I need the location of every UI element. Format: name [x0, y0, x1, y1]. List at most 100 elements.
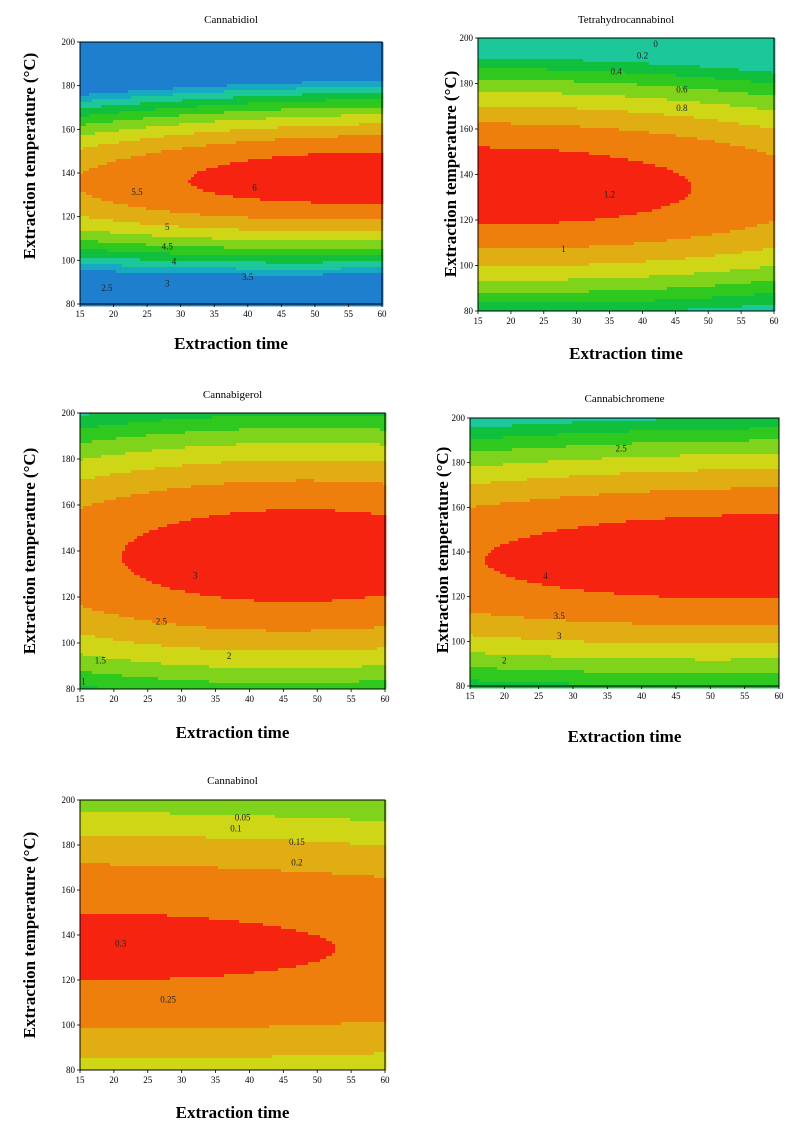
- y-tick-label: 200: [460, 33, 474, 43]
- x-tick-label: 40: [245, 694, 255, 704]
- y-tick-label: 140: [460, 170, 474, 180]
- y-tick-label: 80: [66, 1065, 76, 1075]
- contour-label: 3: [165, 279, 170, 289]
- y-tick-label: 140: [62, 546, 76, 556]
- y-tick-label: 120: [62, 975, 76, 985]
- y-tick-label: 200: [62, 795, 76, 805]
- x-tick-label: 15: [76, 309, 86, 319]
- x-axis-label: Extraction time: [470, 727, 779, 747]
- contour-label: 1: [561, 244, 566, 254]
- x-tick-label: 35: [605, 316, 615, 326]
- x-tick-label: 50: [313, 1075, 323, 1085]
- y-tick-label: 180: [62, 454, 76, 464]
- contour-label: 0.6: [676, 85, 688, 95]
- x-tick-label: 50: [704, 316, 714, 326]
- x-tick-label: 35: [210, 309, 220, 319]
- y-tick-label: 120: [62, 592, 76, 602]
- x-tick-label: 25: [534, 691, 544, 701]
- y-tick-label: 120: [62, 212, 76, 222]
- y-tick-label: 120: [460, 215, 474, 225]
- x-tick-label: 55: [737, 316, 747, 326]
- y-tick-label: 160: [460, 124, 474, 134]
- x-tick-label: 25: [539, 316, 549, 326]
- y-tick-label: 100: [62, 638, 76, 648]
- x-tick-label: 60: [378, 309, 388, 319]
- contour-label: 2: [502, 656, 507, 666]
- y-axis-label: Extraction temperature (°C): [433, 430, 453, 670]
- y-tick-label: 180: [62, 840, 76, 850]
- contour-label: 0.15: [289, 837, 305, 847]
- contour-label: 0: [653, 39, 658, 49]
- contour-label: 0.3: [115, 938, 127, 948]
- y-tick-label: 140: [62, 930, 76, 940]
- x-tick-label: 25: [143, 694, 153, 704]
- x-tick-label: 30: [569, 691, 579, 701]
- contour-label: 1.5: [95, 656, 107, 666]
- y-tick-label: 100: [62, 1020, 76, 1030]
- x-tick-label: 55: [347, 1075, 357, 1085]
- x-tick-label: 40: [243, 309, 253, 319]
- contour-label: 4.5: [162, 241, 174, 251]
- x-tick-label: 60: [775, 691, 785, 701]
- y-tick-label: 200: [452, 413, 466, 423]
- contour-label: 2.5: [156, 617, 168, 627]
- x-axis-label: Extraction time: [478, 344, 774, 364]
- y-tick-label: 140: [62, 168, 76, 178]
- chart-title: Cannabichromene: [470, 393, 779, 405]
- x-tick-label: 20: [500, 691, 510, 701]
- y-tick-label: 160: [62, 124, 76, 134]
- y-axis-label: Extraction temperature (°C): [20, 815, 40, 1055]
- contour-label: 0.4: [611, 66, 623, 76]
- y-tick-label: 100: [460, 261, 474, 271]
- x-tick-label: 40: [245, 1075, 255, 1085]
- contour-fill: [80, 800, 387, 1071]
- contour-label: 3.5: [242, 272, 254, 282]
- contour-label: 0.8: [676, 103, 688, 113]
- x-tick-label: 45: [279, 1075, 289, 1085]
- x-tick-label: 35: [211, 1075, 221, 1085]
- y-tick-label: 160: [62, 885, 76, 895]
- contour-label: 3: [193, 571, 198, 581]
- x-tick-label: 60: [381, 694, 391, 704]
- x-tick-label: 50: [313, 694, 323, 704]
- contour-label: 4: [543, 571, 548, 581]
- x-tick-label: 20: [109, 694, 119, 704]
- x-tick-label: 15: [76, 1075, 86, 1085]
- x-tick-label: 45: [277, 309, 287, 319]
- x-tick-label: 20: [109, 1075, 119, 1085]
- y-tick-label: 200: [62, 37, 76, 47]
- x-tick-label: 30: [177, 1075, 187, 1085]
- contour-label: 0.1: [230, 824, 241, 834]
- contour-fill: [470, 418, 780, 689]
- x-tick-label: 55: [344, 309, 354, 319]
- contour-label: 4: [172, 257, 177, 267]
- y-tick-label: 160: [62, 500, 76, 510]
- x-tick-label: 45: [672, 691, 682, 701]
- x-tick-label: 50: [310, 309, 320, 319]
- x-axis-label: Extraction time: [80, 1103, 385, 1123]
- y-tick-label: 80: [66, 299, 76, 309]
- x-tick-label: 30: [177, 694, 187, 704]
- contour-plot: 15 20 25 30 35 40 45 50 55 60 80 100 120 140 160 180 200…: [62, 408, 391, 704]
- x-tick-label: 25: [143, 309, 153, 319]
- contour-label: 1.2: [604, 189, 615, 199]
- chart-title: Cannabigerol: [80, 389, 385, 401]
- contour-label: 2.5: [615, 444, 627, 454]
- x-tick-label: 25: [143, 1075, 153, 1085]
- contour-label: 0.2: [637, 50, 648, 60]
- x-tick-label: 30: [572, 316, 582, 326]
- contour-plot: 15 20 25 30 35 40 45 50 55 60 80 100 120 140 160 180 200…: [460, 33, 780, 326]
- y-tick-label: 120: [452, 592, 466, 602]
- y-tick-label: 180: [62, 81, 76, 91]
- y-tick-label: 80: [464, 306, 474, 316]
- x-tick-label: 55: [740, 691, 750, 701]
- contour-label: 2: [227, 651, 232, 661]
- x-tick-label: 40: [638, 316, 648, 326]
- contour-label: 1: [81, 676, 86, 686]
- contour-label: 5.5: [131, 187, 143, 197]
- contour-label: 0.25: [160, 995, 176, 1005]
- chart-title: Cannabidiol: [80, 14, 382, 26]
- x-tick-label: 60: [770, 316, 780, 326]
- contour-fill: [80, 413, 387, 690]
- contour-label: 3: [557, 631, 562, 641]
